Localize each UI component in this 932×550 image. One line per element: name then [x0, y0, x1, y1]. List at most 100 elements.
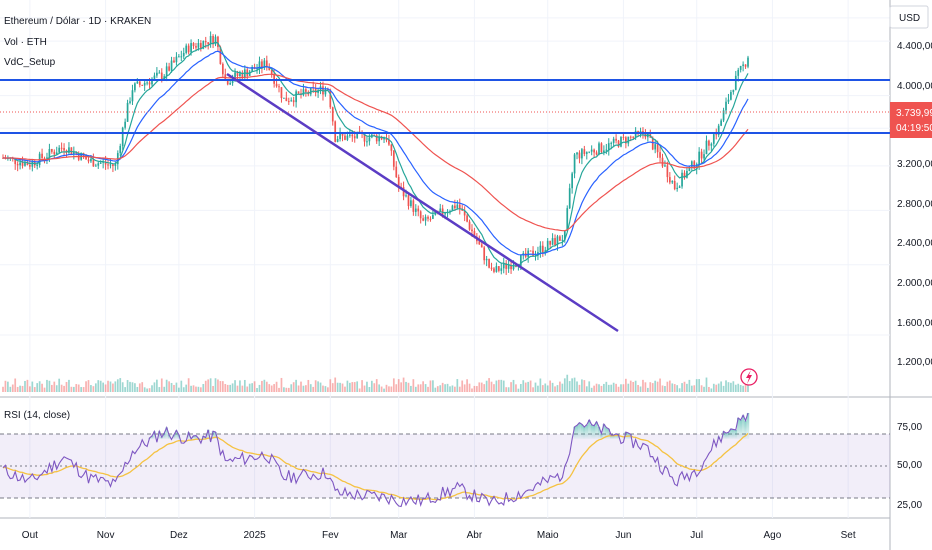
candle-body — [146, 82, 148, 84]
volume-bar — [507, 387, 510, 392]
candle-body — [483, 247, 486, 261]
rsi-ma-line — [2, 432, 749, 501]
candle-body — [119, 145, 122, 154]
volume-bar — [742, 385, 744, 392]
rsi-overbought-fill — [729, 428, 733, 439]
rsi-label[interactable]: RSI (14, close) — [4, 410, 70, 421]
volume-bar — [549, 380, 552, 392]
candle-body — [627, 136, 630, 144]
volume-bar — [383, 388, 385, 392]
volume-bar — [451, 385, 454, 392]
volume-bar — [192, 385, 195, 392]
candle-body — [141, 84, 144, 86]
rsi-tick: 75,00 — [897, 422, 922, 433]
volume-bar — [527, 381, 530, 392]
downtrend-line[interactable] — [226, 72, 619, 333]
candle-body — [368, 137, 371, 142]
price-tick: 1.600,00 — [897, 318, 932, 329]
rsi-overbought-fill — [597, 426, 601, 439]
volume-bar — [576, 381, 578, 392]
volume-bar — [676, 385, 679, 392]
rsi-overbought-fill — [592, 425, 596, 439]
candle-body — [427, 216, 429, 219]
volume-bar — [168, 381, 170, 392]
volume-bar — [375, 379, 378, 392]
candle-body — [170, 60, 173, 71]
volume-bar — [495, 380, 498, 392]
volume-bar — [681, 383, 683, 392]
volume-bar — [673, 384, 676, 392]
candle-body — [36, 164, 39, 166]
candle-body — [29, 164, 31, 167]
volume-bar — [646, 387, 649, 392]
time-label: Abr — [467, 530, 483, 541]
rsi-overbought-fill — [163, 433, 166, 439]
candle-body — [454, 205, 456, 209]
candle-body — [19, 162, 21, 166]
volume-bar — [627, 383, 630, 392]
volume-bar — [356, 381, 359, 392]
volume-bar — [317, 381, 319, 392]
volume-bar — [209, 378, 212, 392]
volume-bar — [50, 384, 53, 392]
volume-bar — [283, 387, 285, 392]
currency-button[interactable] — [889, 5, 929, 29]
rsi-overbought-fill — [746, 413, 750, 439]
candle-body — [444, 213, 446, 215]
volume-bar — [661, 385, 664, 392]
price-pane[interactable] — [0, 0, 890, 396]
candle-body — [256, 68, 258, 70]
volume-bar — [68, 379, 70, 392]
candle-body — [94, 165, 97, 167]
volume-bar — [700, 385, 703, 392]
candle-body — [195, 46, 197, 48]
candle-body — [378, 136, 381, 142]
volume-bar — [107, 380, 109, 392]
volume-bar — [309, 384, 312, 392]
rsi-overbought-fill — [732, 429, 735, 439]
candle-body — [70, 147, 73, 155]
rsi-overbought-fill — [610, 435, 613, 439]
candle-body — [458, 204, 461, 209]
volume-bar — [312, 386, 315, 392]
volume-bar — [265, 381, 268, 392]
candle-body — [41, 153, 43, 159]
volume-bar — [573, 377, 576, 392]
symbol-title[interactable]: Ethereum / Dólar · 1D · KRAKEN — [4, 16, 151, 27]
candle-body — [676, 187, 679, 190]
volume-bar — [651, 383, 654, 392]
volume-bar — [329, 379, 332, 392]
volume-bar — [395, 384, 398, 392]
candle-body — [258, 61, 261, 69]
volume-bar — [634, 380, 637, 392]
current-price-tag[interactable] — [890, 102, 932, 138]
volume-label[interactable]: Vol · ETH — [4, 37, 47, 48]
time-label: Jun — [615, 530, 631, 541]
candle-body — [363, 133, 366, 142]
lightning-icon[interactable] — [740, 368, 758, 386]
candle-body — [199, 43, 202, 49]
volume-bar — [554, 386, 556, 392]
candle-body — [734, 75, 737, 90]
indicator-label[interactable]: VdC_Setup — [4, 57, 56, 68]
volume-bar — [300, 381, 302, 392]
candle-body — [661, 157, 664, 167]
volume-bar — [158, 387, 161, 392]
volume-bar — [541, 385, 544, 392]
volume-bar — [625, 378, 627, 392]
candle-body — [715, 134, 718, 136]
candle-body — [327, 89, 329, 91]
volume-bar — [327, 387, 329, 392]
volume-bars — [2, 374, 749, 392]
candle-body — [92, 158, 95, 167]
rsi-overbought-fill — [724, 433, 728, 439]
volume-bar — [603, 383, 605, 392]
candle-body — [600, 143, 603, 152]
volume-bar — [488, 378, 490, 392]
volume-bar — [361, 380, 363, 392]
time-axis[interactable]: Out Nov Dez 2025 Fev Mar Abr Maio Jun Jul Ago Set — [22, 530, 856, 541]
candlesticks[interactable] — [2, 31, 749, 275]
volume-bar — [114, 381, 117, 392]
candle-body — [422, 218, 424, 221]
